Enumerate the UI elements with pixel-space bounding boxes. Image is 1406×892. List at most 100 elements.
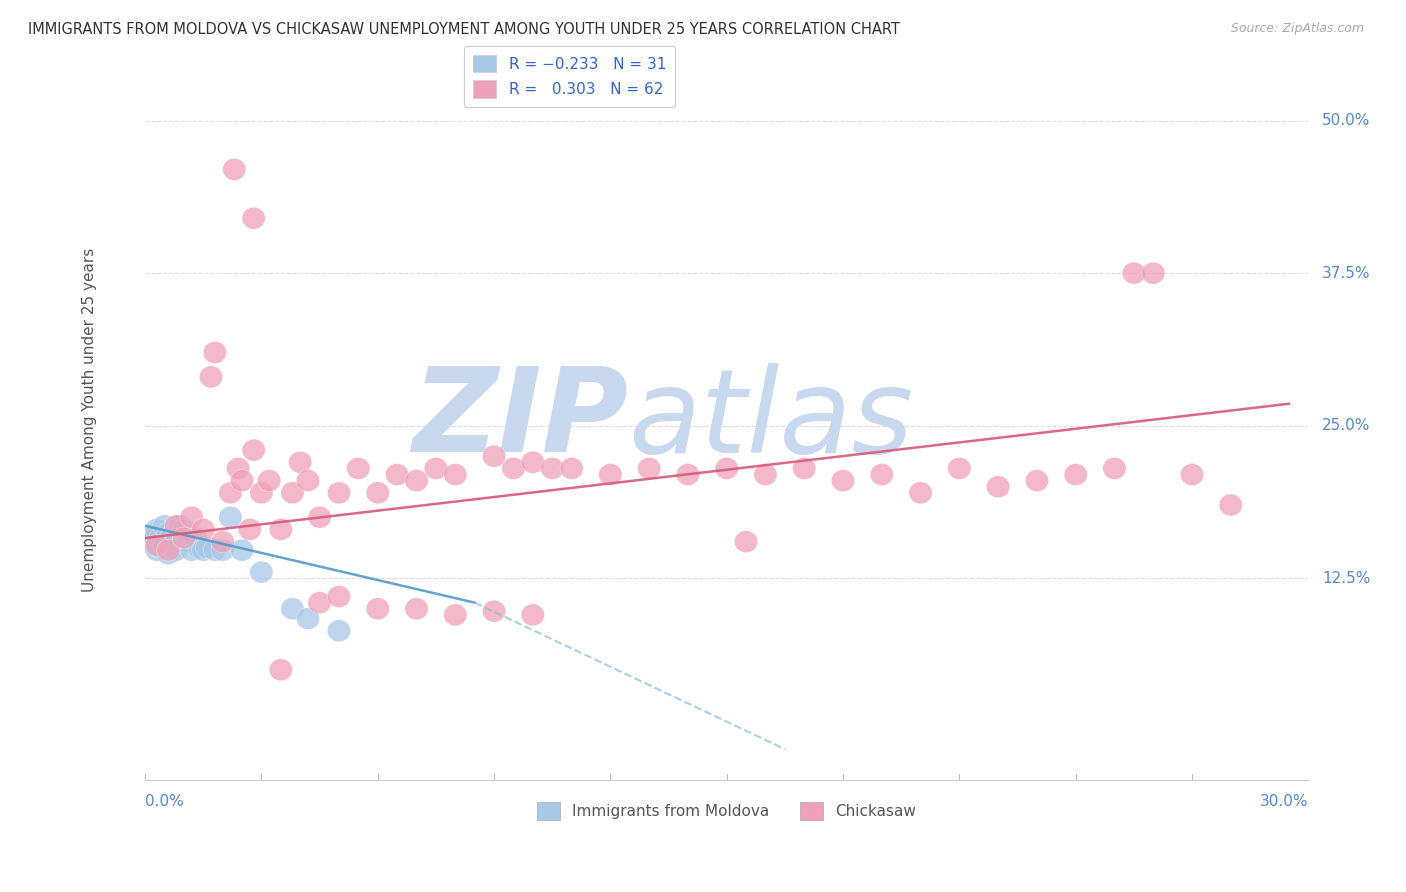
Ellipse shape [637,458,661,479]
Ellipse shape [734,531,758,553]
Ellipse shape [1122,262,1146,285]
Ellipse shape [169,515,191,537]
Ellipse shape [165,515,188,537]
Ellipse shape [297,607,319,630]
Ellipse shape [156,539,180,561]
Ellipse shape [1219,494,1243,516]
Ellipse shape [1142,262,1164,285]
Ellipse shape [308,507,332,528]
Text: 12.5%: 12.5% [1322,571,1371,586]
Text: 30.0%: 30.0% [1260,794,1309,809]
Ellipse shape [308,591,332,614]
Ellipse shape [222,159,246,180]
Ellipse shape [560,458,583,479]
Ellipse shape [180,539,204,561]
Ellipse shape [502,458,524,479]
Ellipse shape [540,458,564,479]
Ellipse shape [1102,458,1126,479]
Ellipse shape [522,451,544,474]
Ellipse shape [405,469,429,491]
Text: 50.0%: 50.0% [1322,113,1371,128]
Ellipse shape [160,537,184,558]
Ellipse shape [188,537,211,558]
Ellipse shape [482,445,506,467]
Ellipse shape [145,534,169,557]
Ellipse shape [176,531,200,553]
Ellipse shape [716,458,738,479]
Ellipse shape [754,464,778,485]
Legend: Immigrants from Moldova, Chickasaw: Immigrants from Moldova, Chickasaw [531,796,922,826]
Ellipse shape [870,464,893,485]
Ellipse shape [160,524,184,547]
Ellipse shape [366,482,389,504]
Ellipse shape [195,537,219,558]
Ellipse shape [200,366,222,388]
Ellipse shape [238,518,262,541]
Text: 25.0%: 25.0% [1322,418,1371,434]
Ellipse shape [599,464,621,485]
Text: ZIP: ZIP [412,362,628,477]
Ellipse shape [328,482,350,504]
Text: 0.0%: 0.0% [145,794,184,809]
Ellipse shape [444,464,467,485]
Ellipse shape [145,518,169,541]
Ellipse shape [204,539,226,561]
Ellipse shape [281,482,304,504]
Ellipse shape [184,527,207,549]
Ellipse shape [288,451,312,474]
Ellipse shape [347,458,370,479]
Ellipse shape [444,604,467,626]
Ellipse shape [328,585,350,607]
Ellipse shape [297,469,319,491]
Ellipse shape [328,620,350,641]
Ellipse shape [522,604,544,626]
Ellipse shape [145,539,169,561]
Ellipse shape [138,531,160,553]
Ellipse shape [180,507,204,528]
Ellipse shape [211,539,235,561]
Ellipse shape [149,537,173,558]
Ellipse shape [165,539,188,561]
Ellipse shape [173,518,195,541]
Ellipse shape [191,518,215,541]
Ellipse shape [1064,464,1087,485]
Ellipse shape [425,458,447,479]
Ellipse shape [219,482,242,504]
Ellipse shape [153,515,176,537]
Ellipse shape [156,522,180,544]
Ellipse shape [141,524,165,547]
Ellipse shape [948,458,972,479]
Ellipse shape [173,527,195,549]
Ellipse shape [231,539,253,561]
Ellipse shape [793,458,815,479]
Ellipse shape [250,482,273,504]
Ellipse shape [1025,469,1049,491]
Ellipse shape [204,342,226,363]
Text: 37.5%: 37.5% [1322,266,1371,281]
Ellipse shape [242,207,266,229]
Ellipse shape [211,531,235,553]
Ellipse shape [156,543,180,565]
Ellipse shape [231,469,253,491]
Ellipse shape [257,469,281,491]
Ellipse shape [676,464,700,485]
Ellipse shape [149,527,173,549]
Ellipse shape [269,518,292,541]
Text: Source: ZipAtlas.com: Source: ZipAtlas.com [1230,22,1364,36]
Text: IMMIGRANTS FROM MOLDOVA VS CHICKASAW UNEMPLOYMENT AMONG YOUTH UNDER 25 YEARS COR: IMMIGRANTS FROM MOLDOVA VS CHICKASAW UNE… [28,22,900,37]
Ellipse shape [987,475,1010,498]
Ellipse shape [1181,464,1204,485]
Ellipse shape [226,458,250,479]
Ellipse shape [366,598,389,620]
Ellipse shape [153,534,176,557]
Ellipse shape [173,531,195,553]
Text: atlas: atlas [628,363,912,476]
Ellipse shape [908,482,932,504]
Text: Unemployment Among Youth under 25 years: Unemployment Among Youth under 25 years [82,247,97,591]
Ellipse shape [269,659,292,681]
Ellipse shape [831,469,855,491]
Ellipse shape [165,531,188,553]
Ellipse shape [482,600,506,623]
Ellipse shape [191,539,215,561]
Ellipse shape [242,439,266,461]
